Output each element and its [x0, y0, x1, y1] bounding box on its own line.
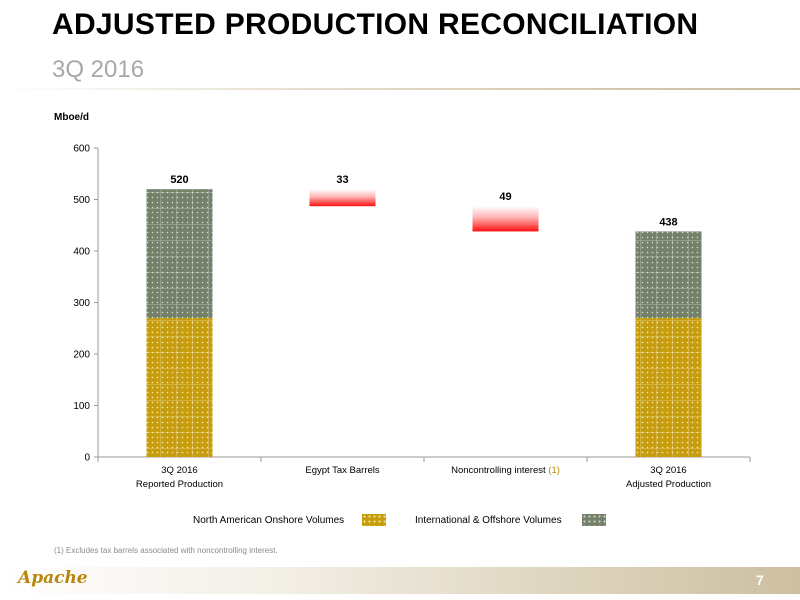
data-label: 49 [499, 191, 511, 203]
x-category-label-line2: Adjusted Production [626, 479, 711, 490]
x-category-label: 3Q 2016 [650, 465, 686, 476]
apache-logo: Apache [18, 568, 88, 588]
y-tick-label: 400 [73, 247, 90, 258]
page-title: ADJUSTED PRODUCTION RECONCILIATION [52, 8, 699, 41]
page-number: 7 [756, 572, 764, 588]
bar-segment-grid [146, 317, 213, 457]
bar-segment-grid [635, 231, 702, 318]
x-category-label: 3Q 2016 [161, 465, 197, 476]
legend-swatch-north-american [362, 514, 386, 526]
legend-swatch-international [582, 514, 606, 526]
legend-label-north-american: North American Onshore Volumes [193, 515, 345, 526]
bar-segment-grid [635, 317, 702, 457]
legend-label-international: International & Offshore Volumes [415, 515, 562, 526]
y-tick-label: 300 [73, 298, 90, 309]
category-note: (1) [546, 465, 560, 476]
x-category-label: Egypt Tax Barrels [305, 465, 380, 476]
x-category-label: Noncontrolling interest (1) [451, 465, 560, 476]
y-tick-label: 0 [84, 453, 90, 464]
footnote: (1) Excludes tax barrels associated with… [54, 546, 278, 555]
data-label: 438 [659, 216, 677, 228]
y-tick-label: 600 [73, 144, 90, 155]
decrease-bar [309, 189, 376, 207]
y-tick-label: 200 [73, 350, 90, 361]
page-subtitle: 3Q 2016 [52, 56, 145, 83]
bar-segment-grid [146, 189, 213, 318]
x-category-label-line2: Reported Production [136, 479, 223, 490]
title-divider [0, 88, 800, 90]
data-label: 33 [336, 174, 348, 186]
y-axis-unit-label: Mboe/d [54, 112, 89, 123]
footer-bar [0, 567, 800, 594]
y-tick-label: 100 [73, 401, 90, 412]
y-tick-label: 500 [73, 195, 90, 206]
decrease-bar [472, 206, 539, 232]
data-label: 520 [170, 174, 188, 186]
